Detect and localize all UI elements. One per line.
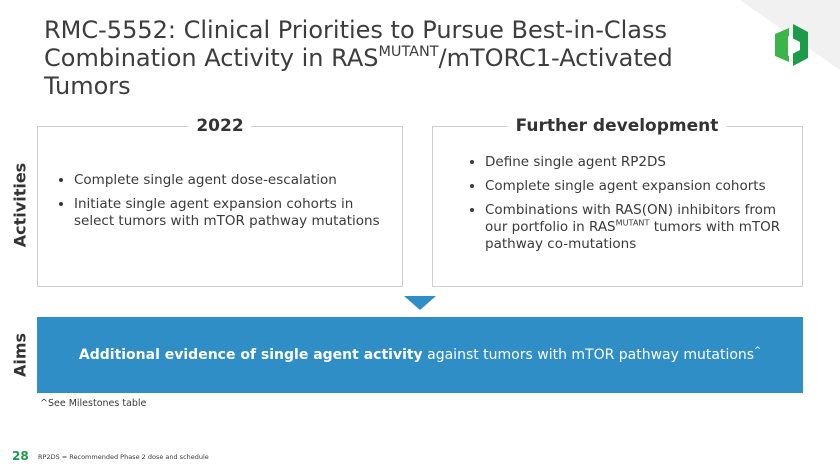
aims-sup: ^ [754, 345, 762, 356]
bullet-text: tumors with mTOR pathway co-mutations [485, 219, 781, 252]
footer-note: RP2DS = Recommended Phase 2 dose and sch… [38, 453, 209, 461]
title-line: RMC-5552: Clinical Priorities to Pursue … [44, 16, 667, 44]
bullet-list: Complete single agent dose-escalation In… [38, 172, 402, 230]
box-title: Further development [507, 116, 727, 136]
bullet: Complete single agent dose-escalation [74, 172, 382, 189]
bullet-sup: MUTANT [615, 217, 650, 228]
box: Define single agent RP2DS Complete singl… [432, 126, 803, 287]
title-text: Combination Activity in RAS [44, 44, 379, 72]
aims-bold: Additional evidence of single agent acti… [78, 347, 423, 363]
bullet: Combinations with RAS(ON) inhibitors fro… [485, 202, 782, 253]
aims-normal: against tumors with mTOR pathway mutatio… [422, 347, 755, 363]
footnote: ^See Milestones table [40, 398, 147, 409]
aims-text: Additional evidence of single agent acti… [78, 345, 762, 363]
bullet: Define single agent RP2DS [485, 154, 782, 171]
row-label: Aims [10, 332, 30, 378]
box-title: 2022 [188, 116, 252, 136]
bullet-text: Combinations with RAS(ON) inhibitors fro… [485, 202, 777, 235]
slide-title: RMC-5552: Clinical Priorities to Pursue … [44, 16, 764, 100]
box: Complete single agent dose-escalation In… [37, 126, 403, 287]
bullet-list: Define single agent RP2DS Complete singl… [433, 154, 802, 253]
page-number: 28 [12, 449, 29, 463]
title-text: /mTORC1-Activated Tumors [44, 44, 673, 100]
row-label: Activities [10, 162, 30, 248]
aims-banner: Additional evidence of single agent acti… [37, 317, 803, 393]
bullet: Complete single agent expansion cohorts [485, 178, 782, 195]
title-sup: MUTANT [378, 43, 439, 60]
bullet: Initiate single agent expansion cohorts … [74, 196, 382, 230]
